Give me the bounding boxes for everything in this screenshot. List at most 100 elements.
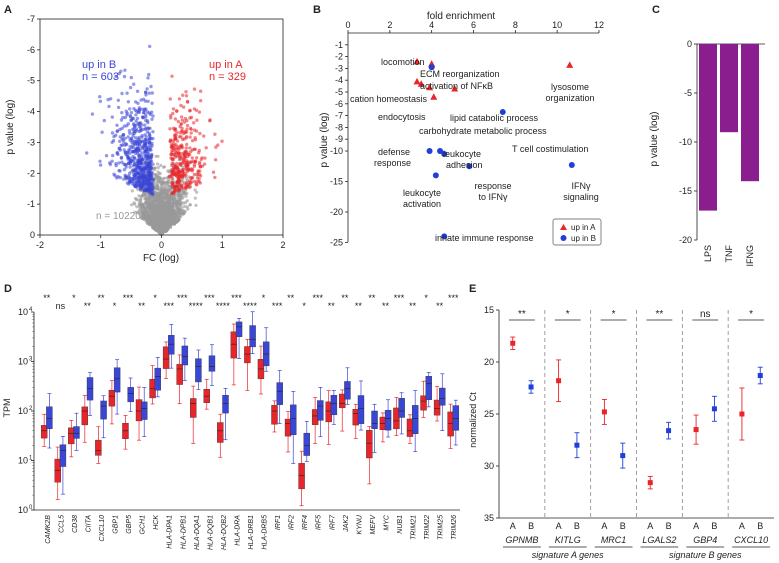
enrichment-ylabel: p value (log) — [319, 112, 330, 167]
volcano-point-ns — [168, 219, 172, 223]
volcano-point-up-b — [120, 111, 124, 115]
volcano-point-ns — [145, 221, 149, 225]
volcano-point-ns — [156, 162, 160, 166]
boxplot-gene-label: IRF7 — [329, 514, 336, 530]
boxplot-significance: * — [72, 293, 76, 303]
volcano-point-up-b — [130, 145, 134, 149]
box-b — [290, 404, 297, 435]
qpcr-significance: * — [749, 309, 753, 320]
volcano-point-up-a — [190, 139, 195, 143]
qpcr-set-label-a: signature A genes — [532, 550, 604, 560]
box-b — [168, 335, 175, 355]
volcano-point-up-b — [117, 161, 121, 165]
volcano-point-up-a — [197, 162, 202, 166]
volcano-point-ns — [165, 180, 170, 184]
boxplot-gene-label: KYNU — [356, 514, 363, 534]
volcano-point-up-b — [128, 148, 132, 152]
boxplot-ytick-exponent: 4 — [29, 307, 33, 313]
volcano-point-up-b — [118, 175, 123, 180]
boxplot-significance: ** — [409, 301, 417, 311]
qpcr-gene-label: MRC1 — [601, 535, 627, 545]
enrichment-point-up-b — [437, 148, 444, 154]
enrichment-point-up-a — [451, 84, 459, 92]
volcano-point-ns — [173, 194, 177, 198]
volcano-point-up-b — [128, 107, 132, 111]
volcano-xtick-label: 2 — [280, 240, 285, 250]
volcano-point-up-a — [202, 162, 207, 166]
volcano-point-up-b — [128, 151, 132, 155]
volcano-point-up-b — [137, 165, 142, 170]
boxplot-ytick-exponent: 2 — [29, 406, 33, 412]
qpcr-mean-b — [574, 442, 580, 448]
volcano-point-up-b — [143, 178, 147, 182]
qpcr-group-label: A — [693, 521, 699, 531]
qpcr-significance: ns — [700, 309, 711, 320]
volcano-point-up-a — [188, 109, 192, 113]
volcano-point-up-b — [147, 161, 151, 165]
volcano-point-ns — [156, 194, 160, 198]
volcano-point-ns — [151, 201, 156, 206]
box-b — [425, 376, 432, 400]
enrichment-ytick-label: -3 — [335, 63, 343, 73]
bar-ifng — [741, 44, 759, 182]
label-defense-2: response — [374, 158, 411, 168]
volcano-point-up-b — [137, 135, 141, 140]
box-b — [249, 325, 256, 348]
volcano-point-up-a — [184, 94, 189, 98]
box-a — [162, 346, 170, 369]
enrichment-ticks: 0 2 4 6 8 10 12 -1 -2-3 -4 -5 -6 -7-8 -9 -10 -15 -20 -25 — [330, 20, 604, 248]
volcano-point-up-b — [115, 151, 119, 156]
box-a — [433, 399, 441, 416]
volcano-point-up-b — [145, 87, 149, 91]
volcano-point-up-a — [167, 174, 171, 179]
enrichment-point-up-a — [566, 61, 574, 68]
bar-ytick-label: 0 — [687, 39, 692, 49]
volcano-point-up-a — [180, 186, 184, 190]
boxplot-gene-label: IRF1 — [275, 515, 282, 530]
label-leukocyte-adhesion-1: leukocyte — [443, 149, 481, 159]
volcano-point-up-b — [124, 176, 129, 180]
box-b — [222, 394, 229, 414]
box-b — [100, 400, 107, 420]
volcano-point-ns — [151, 226, 155, 230]
boxplot-gene-label: HLA-DRA — [234, 515, 241, 546]
volcano-point-up-a — [177, 97, 182, 101]
boxplot-significance: * — [424, 293, 428, 303]
volcano-point-up-b — [128, 179, 132, 184]
qpcr-mean-b — [620, 453, 626, 459]
volcano-point-ns — [146, 196, 150, 200]
volcano-point-ns — [188, 203, 192, 207]
volcano-point-up-a — [189, 176, 193, 180]
enrichment-point-up-b — [441, 233, 448, 240]
volcano-point-up-a — [181, 131, 185, 136]
volcano-point-up-a — [178, 173, 182, 177]
volcano-point-up-b — [146, 164, 151, 168]
volcano-point-up-b — [116, 105, 121, 110]
volcano-ylabel: p value (log) — [5, 99, 16, 154]
volcano-point-ns — [154, 215, 158, 219]
volcano-point-up-b — [123, 68, 127, 72]
volcano-point-up-b — [150, 117, 154, 121]
box-a — [217, 422, 224, 443]
volcano-point-ns — [167, 222, 171, 227]
volcano-count-up-b: n = 603 — [82, 71, 119, 83]
volcano-point-up-b — [141, 171, 146, 175]
volcano-point-up-b — [114, 163, 118, 168]
volcano-point-up-b — [126, 122, 130, 126]
volcano-point-ns — [174, 219, 178, 223]
volcano-point-up-b — [151, 130, 155, 134]
enrichment-xtick-label: 6 — [471, 20, 476, 30]
volcano-point-up-b — [114, 74, 118, 79]
boxplot-gene-label: HCK — [153, 515, 160, 530]
volcano-point-up-a — [194, 108, 199, 113]
volcano-point-up-b — [144, 93, 148, 97]
volcano-point-up-a — [197, 151, 201, 155]
volcano-point-up-b — [126, 100, 131, 104]
volcano-point-up-a — [195, 118, 199, 122]
volcano-point-up-b — [129, 110, 134, 115]
volcano-point-ns — [162, 165, 166, 169]
volcano-point-up-b — [147, 91, 151, 95]
volcano-point-up-b — [125, 111, 129, 115]
